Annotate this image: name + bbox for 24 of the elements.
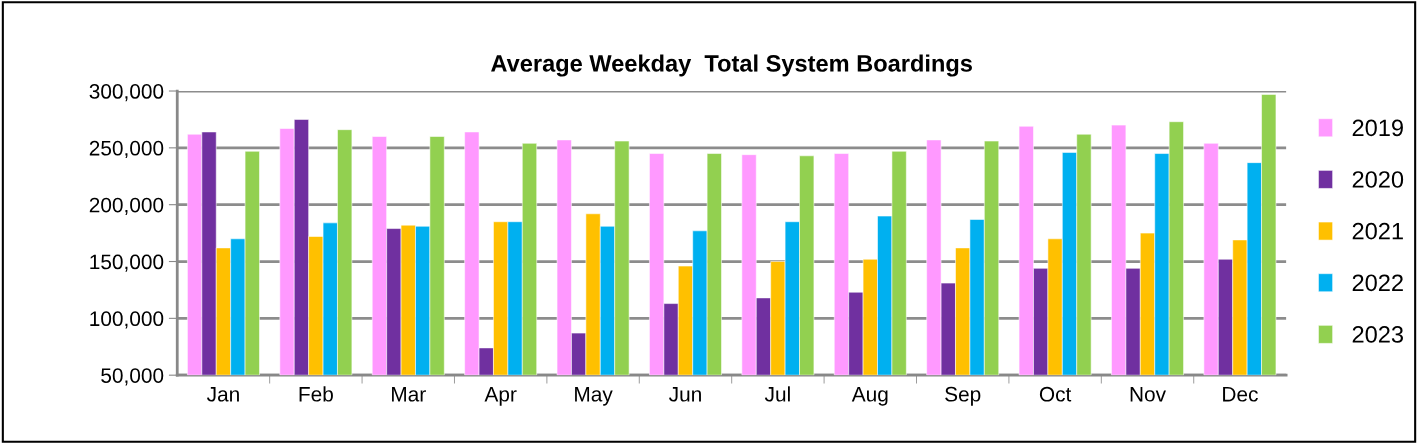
- x-tick-label: Oct: [1039, 386, 1072, 402]
- legend-label: 2023: [1352, 326, 1404, 343]
- x-tick-label: Aug: [851, 387, 888, 406]
- legend-label: 2021: [1352, 222, 1403, 240]
- y-tick-label: 50,000: [101, 368, 164, 386]
- x-tick-label: Jul: [764, 386, 790, 402]
- y-tick-label: 150,000: [90, 254, 164, 272]
- x-tick-label: Apr: [484, 387, 517, 406]
- y-tick-label: 250,000: [89, 140, 164, 159]
- x-tick-label: Sep: [945, 386, 981, 406]
- legend-label: 2022: [1352, 274, 1403, 292]
- legend-label: 2020: [1352, 171, 1404, 188]
- x-tick-label: Jan: [206, 387, 239, 402]
- x-tick-label: Dec: [1223, 387, 1258, 402]
- legend-label: 2019: [1352, 119, 1403, 137]
- chart-title: Average Weekday Total System Boardings: [491, 54, 972, 77]
- y-tick-label: 300,000: [89, 84, 164, 102]
- y-tick-label: 100,000: [90, 311, 164, 329]
- x-tick-label: Nov: [1130, 387, 1166, 402]
- x-tick-label: Feb: [299, 386, 333, 402]
- x-tick-label: May: [575, 387, 613, 406]
- x-tick-label: Jun: [669, 387, 701, 402]
- x-tick-label: Mar: [392, 387, 426, 402]
- y-tick-label: 200,000: [89, 197, 164, 215]
